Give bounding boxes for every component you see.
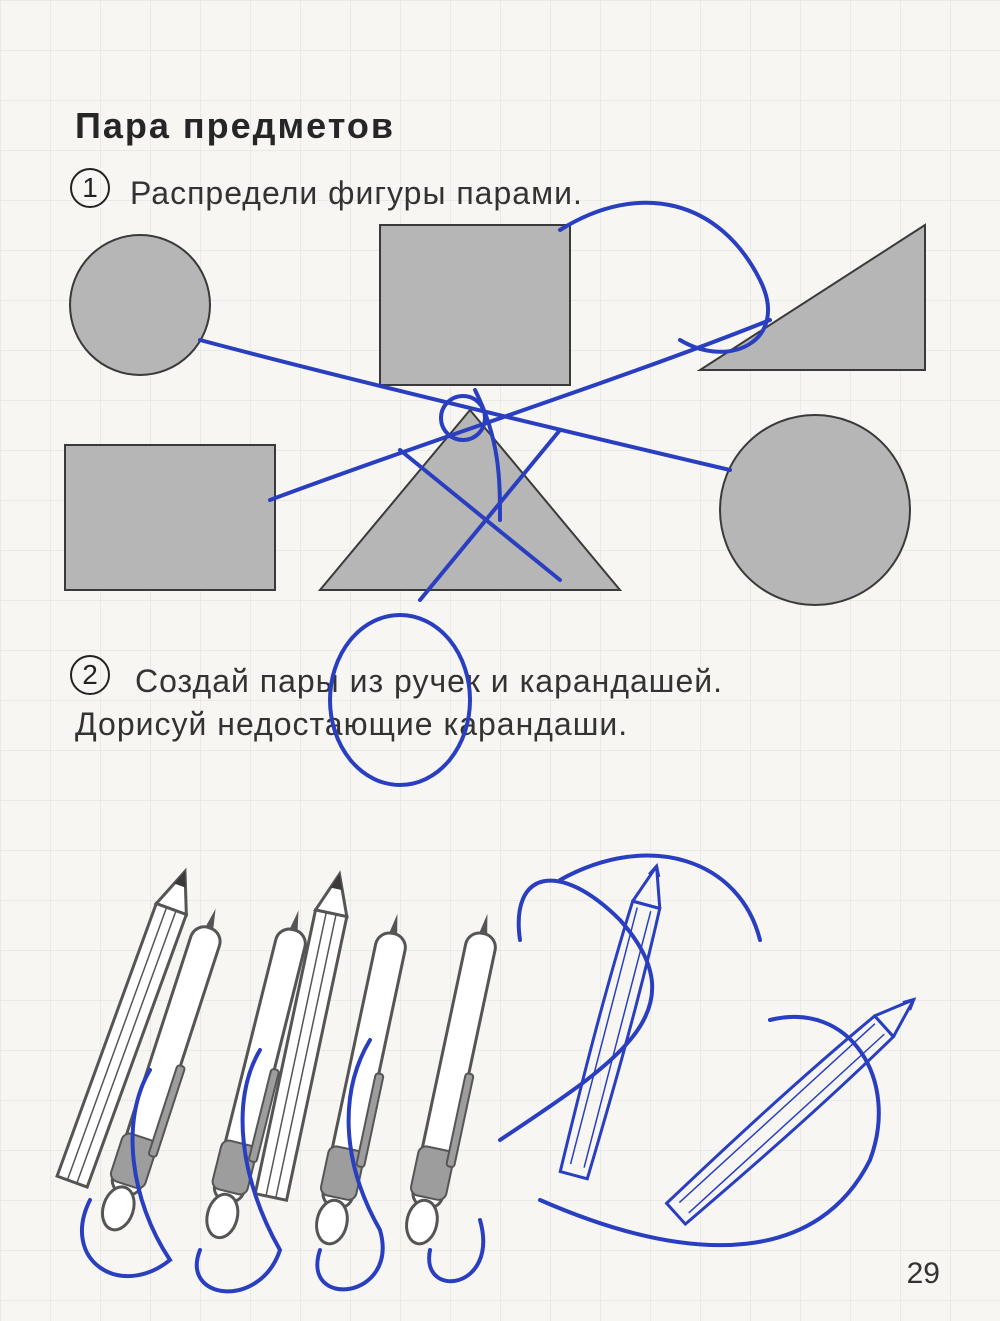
task-2-number-label: 2 — [82, 659, 98, 691]
task-2-text-line2: Дорисуй недостающие карандаши. — [75, 703, 895, 746]
shape-circle-small — [70, 235, 210, 375]
worksheet-page: Пара предметов 1 Распредели фигуры парам… — [0, 0, 1000, 1321]
shape-rectangle — [65, 445, 275, 590]
pencil-drawn-1 — [558, 862, 672, 1180]
task-2-text-line1: Создай пары из ручек и карандашей. — [135, 660, 955, 703]
shape-triangle — [320, 410, 620, 590]
shape-circle-large — [720, 415, 910, 605]
instruments-svg — [0, 780, 1000, 1321]
shape-right-triangle — [700, 225, 925, 370]
pen-4 — [400, 910, 507, 1248]
pencil-drawn-2 — [665, 987, 925, 1225]
page-number: 29 — [907, 1257, 940, 1291]
shape-square — [380, 225, 570, 385]
shapes-svg — [0, 0, 1000, 650]
task-2-number: 2 — [70, 655, 110, 695]
